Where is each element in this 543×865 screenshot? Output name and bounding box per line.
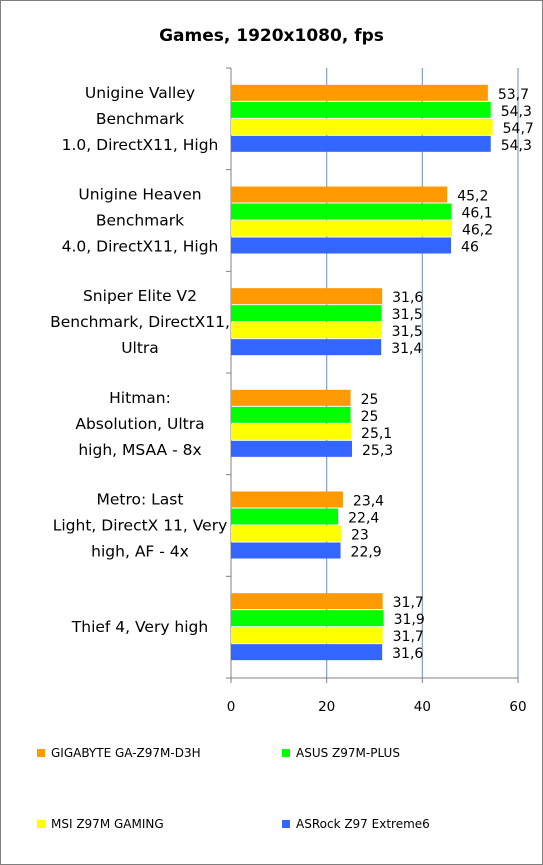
data-label: 31,9 [394,612,425,628]
data-label: 31,7 [393,595,424,611]
bar [231,423,352,440]
data-label: 31,6 [392,646,423,662]
data-label: 25 [361,392,379,408]
category-label: Benchmark [96,110,184,128]
legend-label: GIGABYTE GA-Z97M-D3H [51,746,201,760]
category-label: 4.0, DirectX11, High [62,238,219,256]
category-label: Absolution, Ultra [75,415,204,433]
bar [231,525,342,542]
category-label: high, MSAA - 8x [78,441,201,459]
data-label: 23 [351,528,369,544]
bar [231,508,339,525]
legend-swatch [37,749,45,757]
data-label: 46,1 [462,206,493,222]
legend-entry: MSI Z97M GAMING [37,817,164,831]
bar [231,118,493,135]
bar [231,339,382,356]
category-label: high, AF - 4x [91,543,189,561]
bar [231,84,488,101]
data-label: 46,2 [462,223,493,239]
legend-swatch [282,820,290,828]
bar [231,627,383,644]
category-label: Benchmark [96,212,184,230]
x-tick-label: 40 [414,699,431,715]
category-label: Unigine Valley [85,84,195,102]
category-label: Thief 4, Very high [71,618,208,636]
x-tick-label: 20 [318,699,335,715]
data-label: 22,4 [348,511,379,527]
data-label: 25,1 [361,426,392,442]
bar [231,322,382,339]
bar [231,389,351,406]
data-label: 25,3 [362,443,393,459]
category-label: Hitman: [109,389,171,407]
legend-label: MSI Z97M GAMING [51,817,164,831]
chart-title: Games, 1920x1080, fps [159,26,384,46]
data-label: 45,2 [457,189,488,205]
data-label: 54,3 [501,104,532,120]
bar [231,593,383,610]
bar [231,203,452,220]
data-label: 23,4 [353,494,384,510]
bar [231,288,383,305]
data-label: 22,9 [351,545,382,561]
category-label: 1.0, DirectX11, High [62,136,219,154]
data-label: 31,6 [392,290,423,306]
data-label: 25 [361,409,379,425]
bar [231,644,383,661]
category-label: Sniper Elite V2 [83,287,197,305]
data-label: 54,3 [501,138,532,154]
data-label: 31,5 [392,324,423,340]
category-label: Benchmark, DirectX11, [50,313,230,331]
data-label: 31,7 [393,629,424,645]
data-label: 46 [461,240,479,256]
bar [231,610,384,627]
category-label: Ultra [121,339,159,357]
x-tick-label: 60 [509,699,526,715]
data-label: 31,5 [392,307,423,323]
legend-entry: GIGABYTE GA-Z97M-D3H [37,746,201,760]
legend-swatch [282,749,290,757]
bar [231,542,341,559]
bar [231,186,448,203]
bar [231,135,491,152]
legend-label: ASUS Z97M-PLUS [296,746,400,760]
bar [231,220,452,237]
bar [231,440,353,457]
bar [231,491,343,508]
bar [231,101,491,118]
category-label: Metro: Last [97,491,184,509]
data-label: 54,7 [503,121,534,137]
bar [231,406,351,423]
legend-label: ASRock Z97 Extreme6 [296,817,430,831]
x-tick-label: 0 [227,699,236,715]
bar [231,305,382,322]
legend-swatch [37,820,45,828]
category-label: Unigine Heaven [78,186,201,204]
legend-entry: ASRock Z97 Extreme6 [282,817,430,831]
bar [231,237,452,254]
data-label: 31,4 [391,341,422,357]
category-label: Light, DirectX 11, Very [53,517,228,535]
legend-entry: ASUS Z97M-PLUS [282,746,400,760]
data-label: 53,7 [498,87,529,103]
